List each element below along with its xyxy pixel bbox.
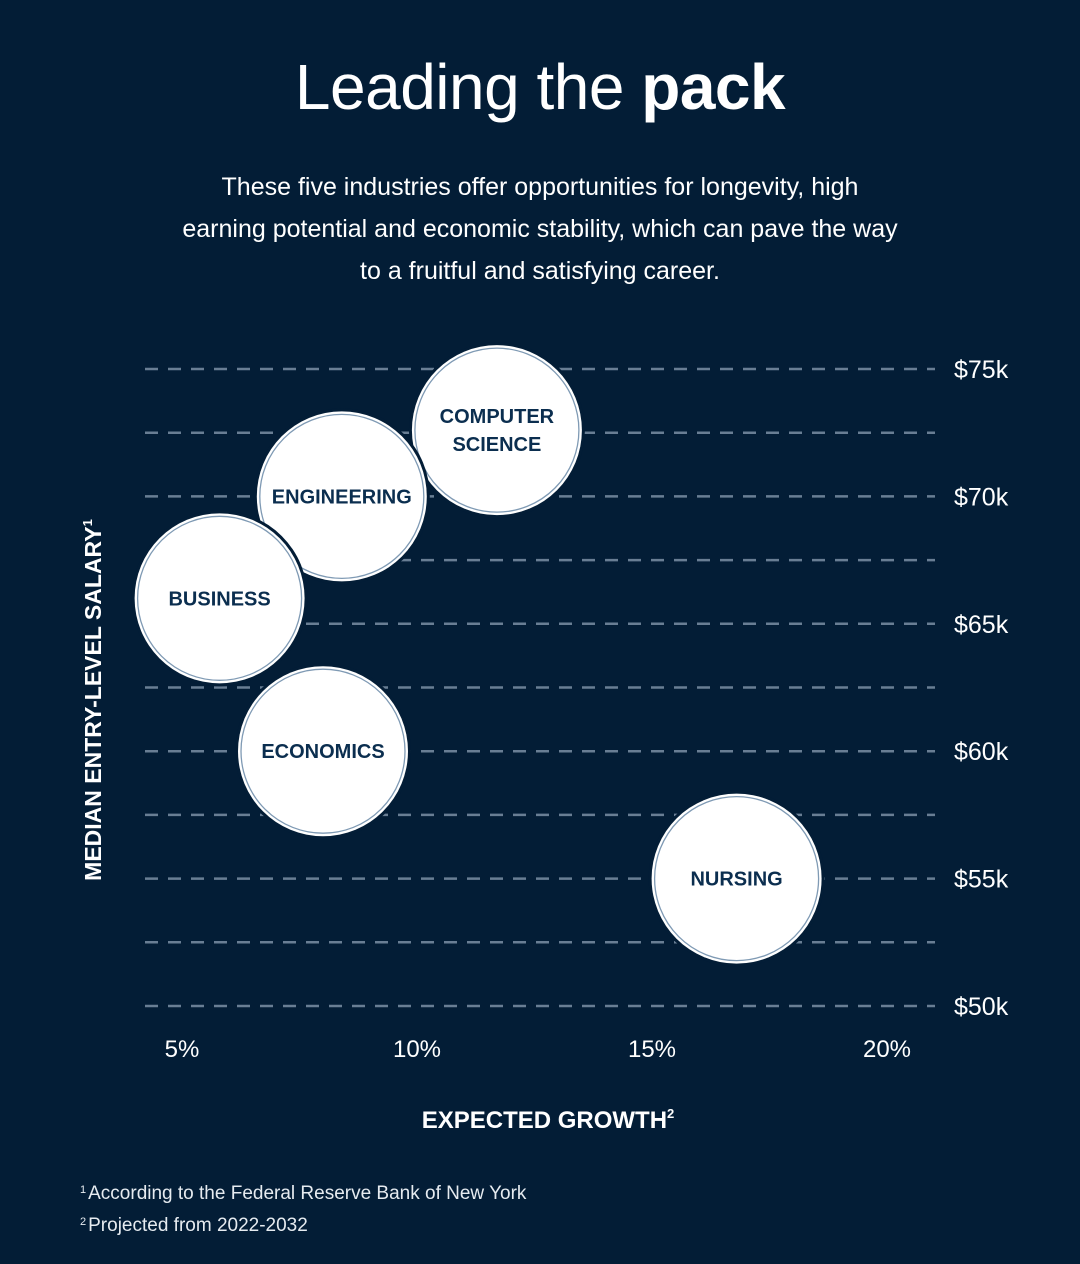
bubble-circle xyxy=(411,345,582,516)
y-tick-label: $60k xyxy=(954,738,1009,766)
footnote-2-text: Projected from 2022-2032 xyxy=(88,1215,308,1236)
bubble-label: ENGINEERING xyxy=(272,486,412,508)
y-tick-label: $55k xyxy=(954,866,1009,894)
bubbles: COMPUTER SCIENCE ENGINEERING BUSINESS ECONOM… xyxy=(131,342,825,967)
bubble-ring xyxy=(136,515,303,681)
bubble-label: COMPUTER xyxy=(440,406,555,428)
y-tick-label: $75k xyxy=(954,356,1009,384)
bubble-chart: $50k $55k $60k $65k $70k $75k 5% 10% 15% 20% COM… xyxy=(80,342,1009,1134)
bubble-label: BUSINESS xyxy=(168,588,270,610)
x-axis-label-sup: 2 xyxy=(667,1106,674,1121)
bubble-circle xyxy=(651,793,822,964)
footnote-2-mark: 2 xyxy=(80,1216,87,1228)
title-regular: Leading the xyxy=(294,51,642,123)
y-tick-label: $65k xyxy=(954,611,1009,639)
chart-subtitle: These five industries offer opportunitie… xyxy=(182,173,898,285)
bubble: NURSING xyxy=(648,790,825,967)
footnote-1-text: According to the Federal Reserve Bank of… xyxy=(88,1183,527,1204)
chart-title: Leading the pack xyxy=(0,50,1080,124)
y-axis-label: MEDIAN ENTRY-LEVEL SALARY1 xyxy=(80,519,106,881)
footnotes: 1 According to the Federal Reserve Bank o… xyxy=(80,1176,526,1240)
y-axis-ticks: $50k $55k $60k $65k $70k $75k xyxy=(954,356,1009,1021)
bubble-circle xyxy=(134,513,305,684)
x-tick-label: 20% xyxy=(863,1036,911,1063)
footnote-1: 1 According to the Federal Reserve Bank o… xyxy=(80,1176,526,1208)
footnote-2: 2 Projected from 2022-2032 xyxy=(80,1208,526,1240)
footnote-1-mark: 1 xyxy=(80,1184,87,1196)
bubble-circle xyxy=(238,666,408,837)
x-tick-label: 5% xyxy=(165,1036,200,1063)
y-tick-label: $70k xyxy=(954,483,1009,511)
y-axis-label-sup: 1 xyxy=(80,519,95,526)
x-tick-label: 10% xyxy=(393,1036,441,1063)
x-axis-label-text: EXPECTED GROWTH xyxy=(422,1107,667,1134)
bubble-label: SCIENCE xyxy=(452,434,541,456)
x-axis-ticks: 5% 10% 15% 20% xyxy=(165,1036,911,1063)
bubble-label: NURSING xyxy=(690,869,782,891)
bubble: BUSINESS xyxy=(131,510,308,687)
y-axis-label-text: MEDIAN ENTRY-LEVEL SALARY xyxy=(80,526,106,880)
bubble-ring xyxy=(259,413,425,580)
x-axis-label: EXPECTED GROWTH2 xyxy=(422,1106,675,1134)
bubble-label: ECONOMICS xyxy=(261,741,384,763)
bubble-ring xyxy=(414,347,580,513)
bubble-ring xyxy=(240,668,406,834)
bubble-circle xyxy=(256,411,427,582)
title-bold: pack xyxy=(641,51,786,123)
bubble: ENGINEERING xyxy=(253,408,430,585)
y-tick-label: $50k xyxy=(954,993,1009,1021)
x-tick-label: 15% xyxy=(628,1036,676,1063)
bubble: ECONOMICS xyxy=(235,663,411,840)
bubble: COMPUTER SCIENCE xyxy=(408,342,585,519)
bubble-ring xyxy=(653,795,820,962)
